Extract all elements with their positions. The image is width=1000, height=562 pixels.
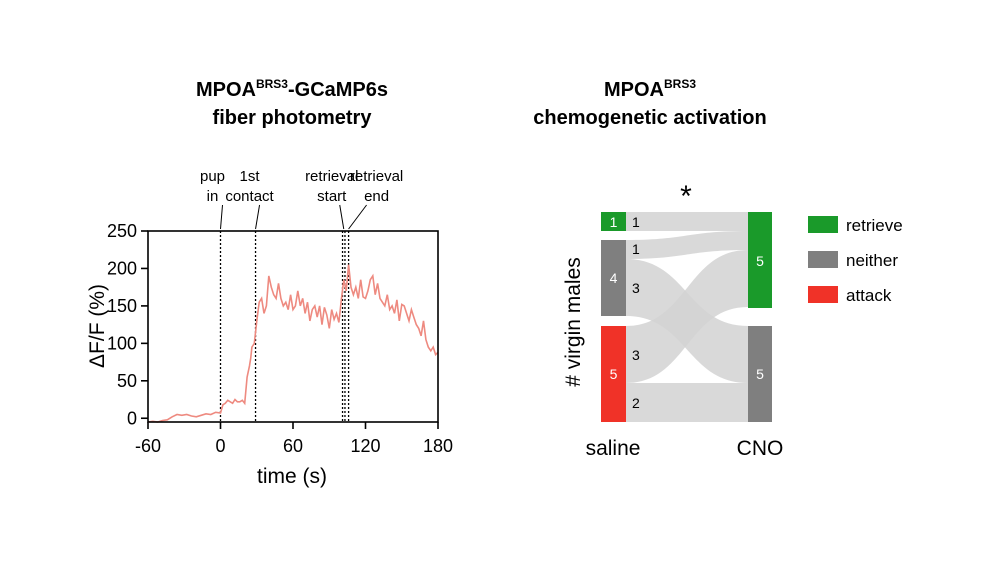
photometry-title-line2: fiber photometry (213, 107, 373, 129)
event-leader (348, 204, 367, 230)
event-label: retrieval (305, 168, 358, 185)
legend-label-attack: attack (846, 286, 892, 305)
legend-swatch-attack (808, 286, 838, 303)
y-tick-label: 100 (107, 333, 137, 353)
legend-swatch-retrieve (808, 216, 838, 233)
legend-swatch-neither (808, 251, 838, 268)
x-axis-ticks: -60 0 60 120 180 (135, 422, 453, 456)
plot-frame (147, 230, 439, 423)
y-tick-label: 150 (107, 296, 137, 316)
flow-retrieve-to-retrieve (626, 212, 748, 231)
flow-count-retrieve-retrieve: 1 (632, 214, 640, 230)
event-label-line2: in (207, 188, 219, 205)
flow-count-attack-neither: 2 (632, 395, 640, 411)
flow-attack-to-retrieve (626, 250, 748, 383)
event-label: pup (200, 168, 225, 185)
photometry-panel: MPOABRS3-GCaMP6s fiber photometry pup in 1… (86, 77, 453, 488)
y-axis-label: ΔF/F (%) (86, 284, 109, 368)
photometry-trace (147, 264, 439, 423)
cno-retrieve-node (748, 212, 772, 308)
sankey-title: MPOABRS3 (604, 77, 696, 101)
y-tick-label: 50 (117, 371, 137, 391)
photometry-title: MPOABRS3-GCaMP6s (196, 77, 388, 101)
flow-count-attack-retrieve: 3 (632, 347, 640, 363)
cno-neither-count: 5 (756, 366, 764, 382)
event-label: retrieval (350, 168, 403, 185)
flow-count-neither-neither: 3 (632, 280, 640, 296)
legend: retrieve neither attack (808, 216, 903, 305)
x-tick-label: 60 (283, 436, 303, 456)
sankey-title-line2: chemogenetic activation (533, 107, 766, 129)
x-tick-label: 0 (215, 436, 225, 456)
y-tick-label: 250 (107, 221, 137, 241)
flow-count-neither-retrieve: 1 (632, 241, 640, 257)
event-label: 1st (240, 168, 261, 185)
legend-label-retrieve: retrieve (846, 216, 903, 235)
saline-retrieve-node (601, 212, 626, 231)
category-saline: saline (586, 437, 641, 460)
saline-attack-node (601, 326, 626, 422)
saline-attack-count: 5 (610, 366, 618, 382)
x-axis-label: time (s) (257, 465, 327, 488)
cno-neither-node (748, 326, 772, 422)
x-tick-label: -60 (135, 436, 161, 456)
flow-neither-to-retrieve (626, 231, 748, 259)
event-label-line2: end (364, 188, 389, 205)
x-tick-label: 120 (350, 436, 380, 456)
event-label-line2: start (317, 188, 347, 205)
event-leader (220, 204, 223, 230)
sankey-flows (626, 212, 748, 422)
y-axis-ticks: 0 50 100 150 200 250 (107, 221, 148, 428)
legend-label-neither: neither (846, 251, 898, 270)
y-tick-label: 200 (107, 258, 137, 278)
x-tick-label: 180 (423, 436, 453, 456)
event-markers: pupin1stcontactretrievalstartretrievalen… (200, 168, 403, 422)
saline-neither-count: 4 (610, 270, 618, 286)
event-leader (339, 204, 345, 230)
event-leader (255, 204, 261, 230)
category-cno: CNO (737, 437, 784, 460)
flow-attack-to-neither (626, 383, 748, 422)
y-tick-label: 0 (127, 408, 137, 428)
cno-retrieve-count: 5 (756, 253, 764, 269)
saline-retrieve-count: 1 (610, 214, 618, 230)
sankey-y-axis-label: # virgin males (562, 257, 585, 387)
saline-neither-node (601, 240, 626, 316)
sankey-panel: MPOABRS3 chemogenetic activation * 1 4 5… (533, 77, 902, 460)
significance-marker: * (680, 180, 692, 213)
event-label-line2: contact (225, 188, 274, 205)
